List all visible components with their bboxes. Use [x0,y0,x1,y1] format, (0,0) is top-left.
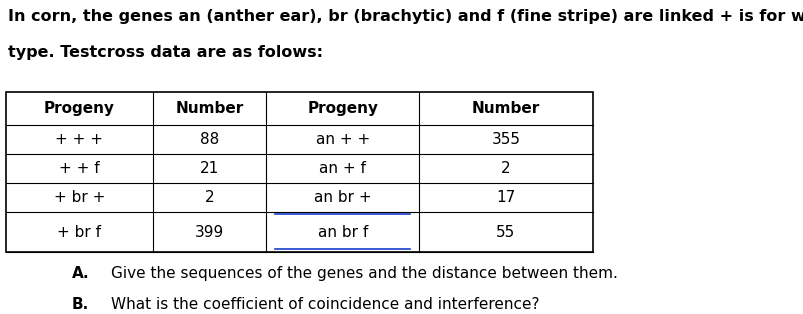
Text: In corn, the genes an (anther ear), br (brachytic) and f (fine stripe) are linke: In corn, the genes an (anther ear), br (… [8,9,803,24]
Text: type. Testcross data are as folows:: type. Testcross data are as folows: [8,45,322,60]
Text: Number: Number [175,101,243,116]
Text: 355: 355 [491,132,520,147]
Text: an + +: an + + [316,132,369,147]
Text: 55: 55 [495,225,515,240]
Text: What is the coefficient of coincidence and interference?: What is the coefficient of coincidence a… [111,297,539,312]
Text: 399: 399 [194,225,224,240]
Text: 88: 88 [200,132,219,147]
Text: + br f: + br f [57,225,101,240]
Text: + + +: + + + [55,132,104,147]
Text: 2: 2 [205,190,214,205]
Text: 17: 17 [495,190,515,205]
Text: an + f: an + f [319,161,365,176]
Text: an br f: an br f [317,225,368,240]
Text: an br +: an br + [314,190,371,205]
Text: A.: A. [71,266,89,281]
Text: B.: B. [71,297,89,312]
Text: Progeny: Progeny [307,101,378,116]
Text: 21: 21 [200,161,219,176]
Text: + br +: + br + [54,190,105,205]
Text: Progeny: Progeny [44,101,115,116]
Text: 2: 2 [500,161,510,176]
Text: + + f: + + f [59,161,100,176]
Text: Give the sequences of the genes and the distance between them.: Give the sequences of the genes and the … [111,266,617,281]
Text: Number: Number [471,101,540,116]
